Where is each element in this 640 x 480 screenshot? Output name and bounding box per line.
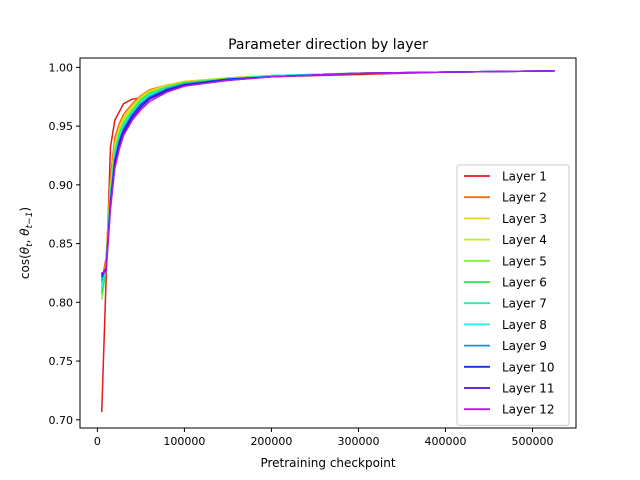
y-tick-label: 0.95 [49, 120, 74, 133]
x-axis: 0 100000 200000 300000 400000 500000 [94, 428, 553, 448]
x-tick-label: 400000 [424, 435, 466, 448]
y-label-theta-2: θ [18, 228, 32, 236]
y-label-close: ) [18, 207, 32, 212]
y-tick-label: 0.80 [49, 296, 74, 309]
legend-frame [456, 164, 570, 426]
legend-label-layer-6: Layer 6 [502, 276, 547, 290]
y-tick-label: 0.90 [49, 179, 74, 192]
legend-label-layer-9: Layer 9 [502, 339, 547, 353]
legend-label-layer-10: Layer 10 [502, 360, 555, 374]
series-line-layer-12 [101, 70, 555, 274]
y-tick-label: 0.75 [49, 355, 74, 368]
y-label-sub-t1: t−1 [25, 212, 35, 229]
legend-label-layer-5: Layer 5 [502, 254, 547, 268]
y-label-base: cos( [18, 254, 32, 279]
y-tick-label: 1.00 [49, 61, 74, 74]
legend-label-layer-2: Layer 2 [502, 191, 547, 205]
legend-label-layer-11: Layer 11 [502, 382, 555, 396]
legend-label-layer-3: Layer 3 [502, 212, 547, 226]
legend: Layer 1 Layer 2 Layer 3 Layer 4 Layer 5 Layer… [456, 164, 570, 426]
y-axis: 0.70 0.75 0.80 0.85 0.90 0.95 1.00 [49, 61, 80, 427]
y-tick-label: 0.85 [49, 238, 74, 251]
x-tick-label: 100000 [163, 435, 205, 448]
x-tick-label: 0 [94, 435, 101, 448]
x-tick-label: 500000 [511, 435, 553, 448]
legend-label-layer-4: Layer 4 [502, 233, 547, 247]
legend-label-layer-8: Layer 8 [502, 318, 547, 332]
y-label-sub-t: t [25, 243, 35, 247]
plot-frame [79, 57, 577, 429]
y-label-theta: θ [18, 246, 32, 254]
y-axis-label: cos(θt, θt−1) [18, 207, 35, 279]
legend-label-layer-1: Layer 1 [502, 170, 547, 184]
series-group [101, 70, 555, 413]
y-tick-label: 0.70 [49, 414, 74, 427]
x-axis-label: Pretraining checkpoint [260, 456, 395, 470]
chart-title: Parameter direction by layer [228, 37, 428, 53]
x-tick-label: 300000 [337, 435, 379, 448]
y-label-sep: , [18, 236, 32, 244]
x-tick-label: 200000 [250, 435, 292, 448]
legend-label-layer-12: Layer 12 [502, 403, 555, 417]
legend-label-layer-7: Layer 7 [502, 297, 547, 311]
